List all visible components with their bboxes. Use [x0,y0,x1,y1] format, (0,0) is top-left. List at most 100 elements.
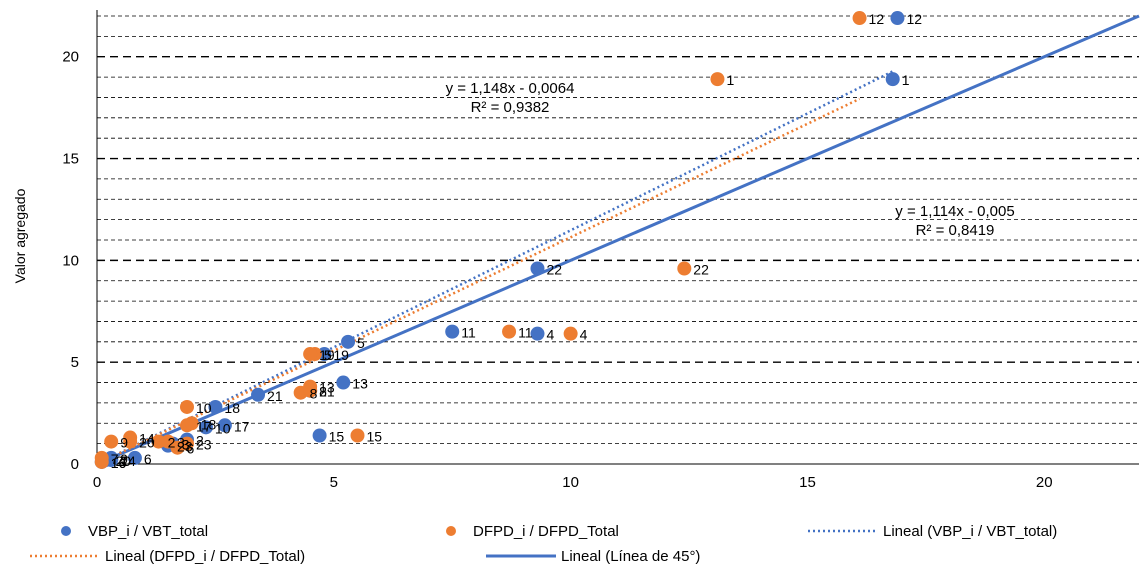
data-label: 14 [120,453,136,469]
data-point [885,72,900,87]
data-label: 17 [196,418,212,434]
data-label: 17 [234,418,250,434]
y-tick-label: 5 [71,354,79,371]
data-point [350,428,365,443]
y-tick-label: 10 [62,252,79,269]
data-point [94,454,109,469]
x-tick-label: 5 [330,474,338,491]
x-tick-label: 10 [562,474,579,491]
data-label: 19 [319,347,335,363]
data-point [530,261,545,276]
data-point [303,383,318,398]
data-point [179,399,194,414]
legend-marker [446,526,456,536]
data-label: 21 [267,388,283,404]
data-point [303,347,318,362]
data-label: 7 [120,453,128,469]
data-label: 5 [357,335,365,351]
data-point [563,326,578,341]
legend-label: Lineal (Línea de 45°) [561,548,700,565]
data-label: 14 [139,431,155,447]
data-label: 13 [352,376,368,392]
data-point [312,428,327,443]
data-label: 2 [196,433,204,449]
data-label: 16 [111,455,127,471]
data-point [123,434,138,449]
data-label: 20 [115,453,131,469]
data-point [251,387,266,402]
data-label: 23 [196,437,212,453]
data-label: 15 [329,428,345,444]
data-label: 8 [310,386,318,402]
data-label: 20 [139,435,155,451]
legend: VBP_i / VBT_total DFPD_i / DFPD_Total Line… [30,523,1057,565]
data-label: 5 [324,347,332,363]
y-tick-label: 15 [62,151,79,168]
trendline-2 [96,97,861,466]
x-tick-label: 20 [1036,474,1053,491]
data-label: 16 [111,455,127,471]
data-label: 18 [224,400,240,416]
data-point [198,420,213,435]
legend-label: VBP_i / VBT_total [88,523,208,540]
data-point [104,434,119,449]
trendline-equations: y = 1,148x - 0,0064 R² = 0,9382 y = 1,114x… [446,80,1015,239]
data-point [445,324,460,339]
data-label: 23 [177,439,193,455]
data-label: 18 [201,416,217,432]
series-lines [96,14,1140,466]
y-tick-label: 20 [62,49,79,66]
data-point [852,11,867,26]
data-label: 21 [319,384,335,400]
data-label: 6 [187,441,195,457]
trendline-equation: y = 1,148x - 0,0064 [446,80,575,97]
x-tick-label: 0 [93,474,101,491]
data-point [179,436,194,451]
data-label: 2 [168,435,176,451]
data-label: 10 [196,400,212,416]
trendline-r-squared: R² = 0,9382 [471,99,550,116]
data-label: 9 [120,451,128,467]
data-point [336,375,351,390]
data-point [890,11,905,26]
legend-label: DFPD_i / DFPD_Total [473,523,619,540]
data-point [208,399,223,414]
data-points [94,11,905,469]
data-point [341,334,356,349]
data-label: 22 [546,262,562,278]
line-45-degree [96,14,1140,466]
legend-marker [61,526,71,536]
axes [96,10,1139,465]
legend-label: Lineal (DFPD_i / DFPD_Total) [105,548,305,565]
data-label: 3 [182,437,190,453]
data-label: 1 [726,72,734,88]
trendline-r-squared: R² = 0,8419 [916,222,995,239]
y-tick-label: 0 [71,456,79,473]
data-label: 1 [902,72,910,88]
data-label: 3 [177,435,185,451]
data-label: 9 [120,435,128,451]
y-axis-label: Valor agregado [12,188,28,283]
data-point [184,416,199,431]
trendline-equation: y = 1,114x - 0,005 [895,203,1014,220]
data-label: 12 [869,11,885,27]
data-label: 10 [215,420,231,436]
data-point [710,72,725,87]
data-label: 8 [319,384,327,400]
data-label: 11 [461,325,476,341]
data-point [217,418,232,433]
data-point [677,261,692,276]
data-label: 12 [906,11,922,27]
data-label: 7 [111,451,119,467]
data-label: 11 [518,325,533,341]
x-tick-label: 15 [799,474,816,491]
gridlines [97,15,1139,445]
data-point [530,326,545,341]
data-label: 15 [367,428,383,444]
data-label: 13 [319,380,335,396]
data-point [127,450,142,465]
data-label: 4 [546,327,554,343]
